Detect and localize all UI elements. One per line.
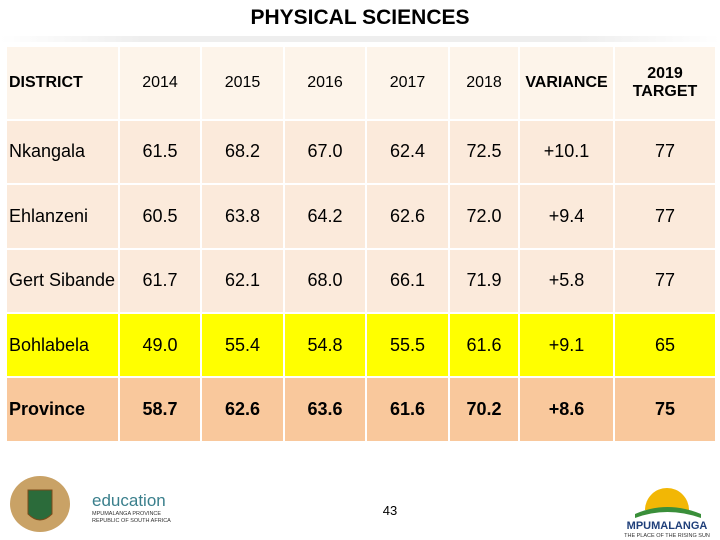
table-cell: 2018 [448, 45, 520, 121]
table-cell: 55.5 [365, 312, 450, 379]
table-cell: 66.1 [365, 247, 450, 315]
table-cell: 64.2 [283, 183, 367, 250]
table-cell: 77 [613, 183, 717, 250]
table-cell: +9.1 [518, 312, 615, 379]
table-cell: 68.0 [283, 247, 367, 315]
title-bar [0, 36, 720, 42]
table-cell: 70.2 [448, 376, 520, 443]
table-cell: 61.6 [448, 312, 520, 379]
logo-tagline: THE PLACE OF THE RISING SUN [624, 533, 710, 539]
table-cell: DISTRICT [5, 45, 120, 121]
results-table: DISTRICT 2014 2015 2016 2017 2018 VARIANCE 2019… [5, 45, 717, 443]
title: PHYSICAL SCIENCES [250, 6, 470, 29]
table-cell: 77 [613, 118, 717, 186]
table-cell: +9.4 [518, 183, 615, 250]
table-cell: 61.6 [365, 376, 450, 443]
logo-name: education [92, 491, 166, 510]
table-cell: 77 [613, 247, 717, 315]
shield [27, 489, 53, 521]
table-cell: +5.8 [518, 247, 615, 315]
table-row: Nkangala 61.5 68.2 67.0 62.4 72.5 +10.1 77 [5, 118, 717, 186]
table-cell: 62.6 [365, 183, 450, 250]
logo-line: MPUMALANGA PROVINCE [92, 511, 161, 517]
table-cell: 72.5 [448, 118, 520, 186]
logo-line: REPUBLIC OF SOUTH AFRICA [92, 518, 171, 524]
table-cell: 63.6 [283, 376, 367, 443]
page-number: 43 [382, 503, 398, 518]
table-cell: Bohlabela [5, 312, 120, 379]
table-cell: 55.4 [200, 312, 285, 379]
table-cell: 58.7 [118, 376, 202, 443]
table-row: Province 58.7 62.6 63.6 61.6 70.2 +8.6 75 [5, 376, 717, 443]
table-cell: 61.5 [118, 118, 202, 186]
table-cell: 62.1 [200, 247, 285, 315]
table-cell: 49.0 [118, 312, 202, 379]
table-cell: 67.0 [283, 118, 367, 186]
table-cell: 75 [613, 376, 717, 443]
table-row: Gert Sibande 61.7 62.1 68.0 66.1 71.9 +5.8 77 [5, 247, 717, 315]
table-cell: 72.0 [448, 183, 520, 250]
education-logo: education MPUMALANGA PROVINCE REPUBLIC O… [10, 476, 171, 532]
table-cell: 62.6 [200, 376, 285, 443]
table-cell: +10.1 [518, 118, 615, 186]
table-cell: 2019 TARGET [613, 45, 717, 121]
table-cell: 71.9 [448, 247, 520, 315]
table-row: Bohlabela 49.0 55.4 54.8 55.5 61.6 +9.1 65 [5, 312, 717, 379]
table-cell: 2015 [200, 45, 285, 121]
sun [645, 488, 689, 510]
table-cell: 2017 [365, 45, 450, 121]
table-cell: 65 [613, 312, 717, 379]
table-cell: Gert Sibande [5, 247, 120, 315]
table-cell: VARIANCE [518, 45, 615, 121]
table-cell: 2016 [283, 45, 367, 121]
logo-name: MPUMALANGA [627, 520, 708, 532]
table-cell: 2014 [118, 45, 202, 121]
table-cell: 61.7 [118, 247, 202, 315]
table-row: DISTRICT 2014 2015 2016 2017 2018 VARIANCE 2019… [5, 45, 717, 121]
table-cell: Province [5, 376, 120, 443]
table-cell: +8.6 [518, 376, 615, 443]
table-cell: 68.2 [200, 118, 285, 186]
table-cell: Ehlanzeni [5, 183, 120, 250]
mpumalanga-logo: MPUMALANGA THE PLACE OF THE RISING SUN [624, 488, 710, 539]
table-cell: 63.8 [200, 183, 285, 250]
table-row: Ehlanzeni 60.5 63.8 64.2 62.6 72.0 +9.4 77 [5, 183, 717, 250]
table-cell: 60.5 [118, 183, 202, 250]
table-cell: 62.4 [365, 118, 450, 186]
hills [635, 507, 701, 518]
table-cell: Nkangala [5, 118, 120, 186]
table-cell: 54.8 [283, 312, 367, 379]
